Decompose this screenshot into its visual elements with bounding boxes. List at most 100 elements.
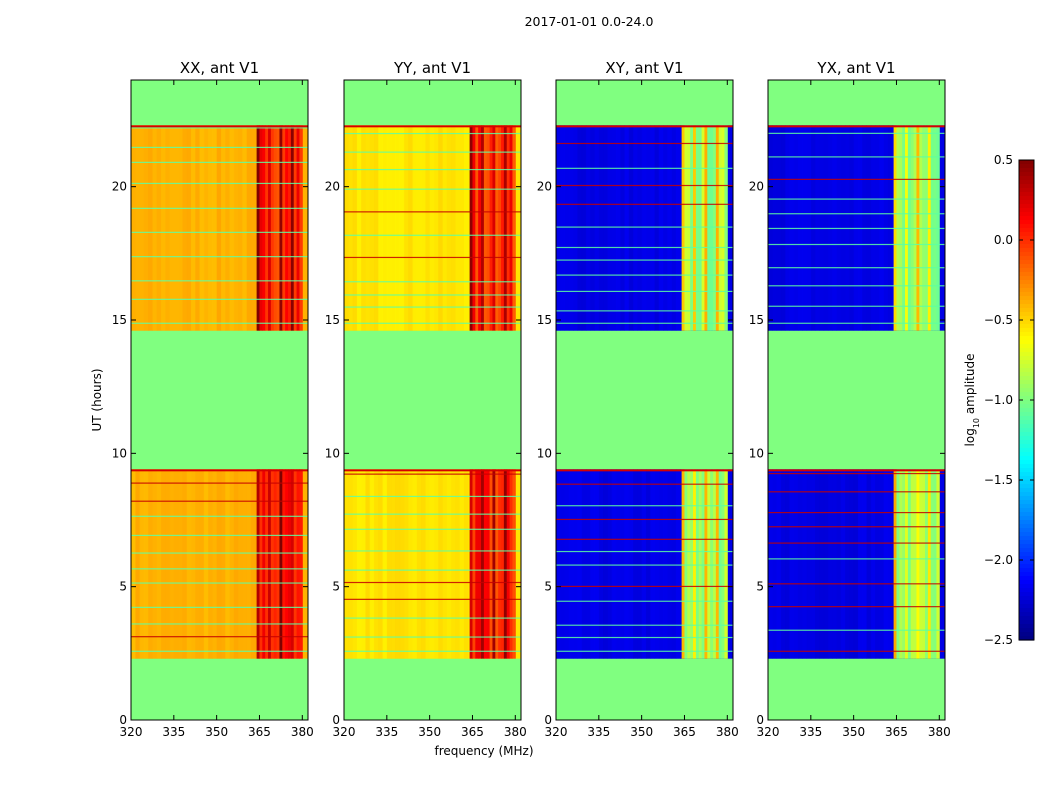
- rfi-column: [489, 125, 493, 331]
- rfi-column: [478, 469, 482, 659]
- rfi-column: [299, 125, 303, 331]
- time-line: [131, 280, 308, 282]
- base-stripe: [139, 125, 145, 331]
- base-stripe: [645, 125, 651, 331]
- colorbar-segment: [1019, 548, 1034, 553]
- time-line: [556, 564, 733, 566]
- rfi-column: [690, 469, 694, 659]
- rfi-column: [282, 125, 286, 331]
- rfi-column: [681, 125, 685, 331]
- base-stripe: [433, 469, 439, 659]
- colorbar-segment: [1019, 200, 1034, 205]
- x-tick-label: 320: [333, 725, 356, 739]
- colorbar-segment: [1019, 416, 1034, 421]
- base-stripe: [169, 469, 175, 659]
- colorbar-segment: [1019, 632, 1034, 637]
- colorbar-segment: [1019, 352, 1034, 357]
- base-stripe: [585, 125, 591, 331]
- y-tick-label: 20: [749, 180, 764, 194]
- base-stripe: [421, 469, 426, 659]
- base-stripe: [620, 125, 626, 331]
- base-stripe: [624, 469, 630, 659]
- base-stripe: [624, 125, 630, 331]
- base-stripe: [598, 469, 604, 659]
- colorbar-segment: [1019, 484, 1034, 489]
- base-stripe: [395, 469, 401, 659]
- base-stripe: [195, 469, 201, 659]
- rfi-column: [486, 125, 491, 331]
- y-tick-label: 10: [112, 446, 127, 460]
- time-line: [131, 256, 308, 258]
- base-stripe: [425, 469, 431, 659]
- base-stripe: [611, 469, 617, 659]
- colorbar-segment: [1019, 404, 1034, 409]
- base-stripe: [233, 469, 239, 659]
- base-stripe: [768, 469, 773, 659]
- base-stripe: [862, 469, 867, 659]
- base-stripe: [361, 469, 366, 659]
- colorbar-segment: [1019, 380, 1034, 385]
- y-tick-label: 20: [537, 180, 552, 194]
- colorbar-segment: [1019, 628, 1034, 633]
- rfi-column: [288, 469, 292, 659]
- rfi-column: [279, 469, 283, 659]
- time-line: [344, 598, 521, 600]
- base-stripe: [802, 469, 808, 659]
- x-tick-label: 380: [504, 725, 527, 739]
- y-tick-label: 0: [332, 713, 340, 727]
- panel-title: XX, ant V1: [180, 59, 259, 77]
- x-tick-label: 350: [630, 725, 653, 739]
- base-stripe: [628, 125, 634, 331]
- time-line: [556, 650, 733, 652]
- rfi-column: [681, 469, 685, 659]
- colorbar-segment: [1019, 588, 1034, 593]
- colorbar-segment: [1019, 232, 1034, 237]
- base-stripe: [615, 125, 621, 331]
- colorbar: 0.5 0.0 −0.5 −1.0 −1.5 −2.0 −2.5 log10 amplitud…: [963, 153, 1035, 647]
- colorbar-segment: [1019, 636, 1034, 641]
- rfi-column: [925, 469, 929, 659]
- x-tick-label: 335: [162, 725, 185, 739]
- rfi-column: [713, 125, 717, 331]
- base-stripe: [148, 125, 153, 331]
- time-line: [344, 495, 521, 498]
- rfi-column: [684, 125, 688, 331]
- base-stripe: [603, 125, 608, 331]
- rfi-column: [713, 469, 717, 659]
- rfi-column: [930, 469, 935, 659]
- y-tick-label: 15: [325, 313, 340, 327]
- colorbar-segment: [1019, 540, 1034, 545]
- base-stripe: [143, 469, 149, 659]
- base-stripe: [641, 469, 647, 659]
- base-stripe: [650, 125, 655, 331]
- time-line: [556, 636, 733, 639]
- colorbar-segment: [1019, 212, 1034, 217]
- colorbar-segment: [1019, 368, 1034, 373]
- base-stripe: [348, 469, 354, 659]
- colorbar-segment: [1019, 388, 1034, 393]
- time-line: [768, 511, 945, 514]
- time-line: [344, 234, 521, 236]
- rfi-column: [893, 469, 897, 659]
- base-stripe: [564, 469, 570, 659]
- time-line: [556, 290, 733, 293]
- x-axis-label: frequency (MHz): [434, 744, 533, 758]
- rfi-column: [701, 125, 705, 331]
- base-stripe: [607, 469, 613, 659]
- base-stripe: [365, 125, 371, 331]
- colorbar-segment: [1019, 260, 1034, 265]
- base-stripe: [220, 125, 226, 331]
- x-tick-label: 335: [587, 725, 610, 739]
- base-stripe: [675, 125, 681, 331]
- rfi-column: [695, 469, 700, 659]
- edge-line: [556, 469, 733, 472]
- rfi-column: [902, 469, 906, 659]
- base-stripe: [560, 469, 566, 659]
- base-stripe: [352, 125, 358, 331]
- colorbar-segment: [1019, 420, 1034, 425]
- x-tick-label: 350: [842, 725, 865, 739]
- panel-4: YX, ant V1 320 335 350 365 380 0 5 10 15 20: [749, 59, 951, 739]
- time-line: [344, 168, 521, 171]
- colorbar-segment: [1019, 304, 1034, 309]
- colorbar-segment: [1019, 372, 1034, 377]
